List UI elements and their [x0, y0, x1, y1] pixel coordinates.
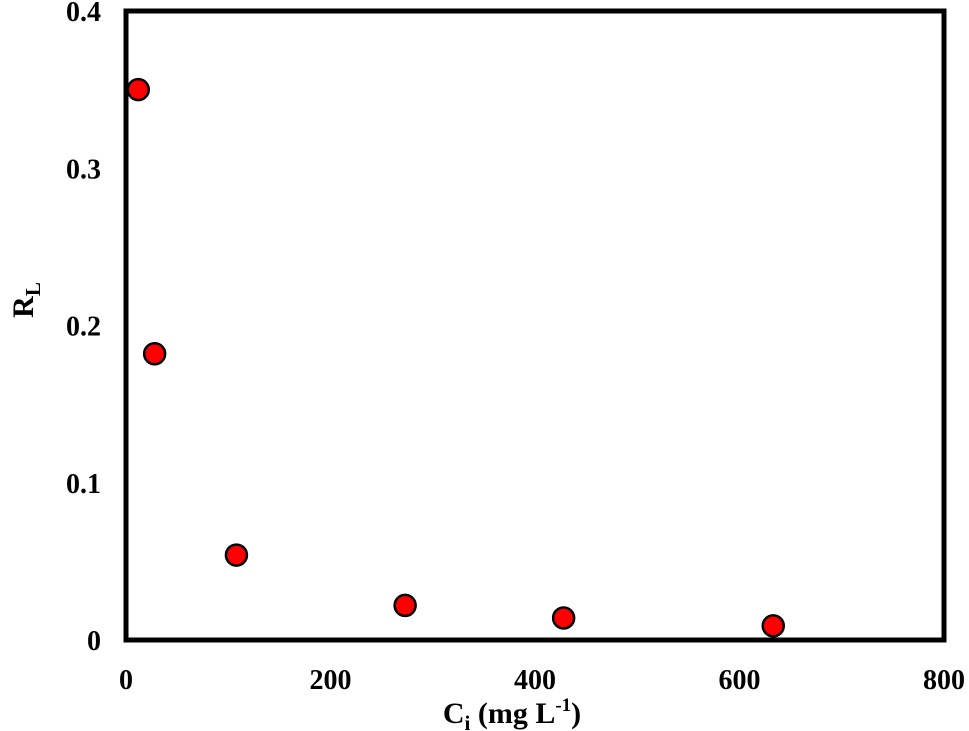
- y-tick-label: 0: [87, 626, 101, 657]
- x-axis-title: Ci (mg L-1): [443, 695, 581, 731]
- data-point: [551, 606, 576, 630]
- x-tick-label: 800: [923, 665, 965, 696]
- data-point: [761, 614, 785, 638]
- y-tick-label: 0.4: [66, 0, 101, 28]
- x-tick-label: 600: [719, 665, 761, 696]
- x-axis-title-close: ): [571, 697, 581, 730]
- y-tick-label: 0.3: [66, 154, 101, 185]
- x-tick-label: 400: [514, 665, 556, 696]
- x-tick-label: 0: [119, 665, 133, 696]
- x-axis-title-units: (mg L: [470, 697, 555, 730]
- y-tick-labels: 0 0.1 0.2 0.3 0.4: [66, 0, 101, 657]
- data-point: [393, 593, 417, 618]
- x-axis-title-subscript: i: [465, 711, 471, 731]
- x-axis-title-main: C: [443, 697, 465, 730]
- data-point: [142, 342, 167, 366]
- x-tick-label: 200: [310, 665, 352, 696]
- x-axis-title-superscript: -1: [555, 695, 571, 716]
- data-point: [126, 77, 151, 102]
- data-point: [224, 543, 249, 567]
- x-tick-labels: 0 200 400 600 800: [119, 665, 965, 696]
- y-tick-label: 0.1: [66, 469, 101, 500]
- y-tick-label: 0.2: [66, 312, 101, 343]
- data-points: [126, 77, 785, 638]
- y-axis-title: RL: [7, 282, 45, 318]
- y-axis-title-main: R: [7, 296, 40, 318]
- plot-area-frame: [123, 8, 947, 643]
- y-axis-title-subscript: L: [21, 282, 45, 296]
